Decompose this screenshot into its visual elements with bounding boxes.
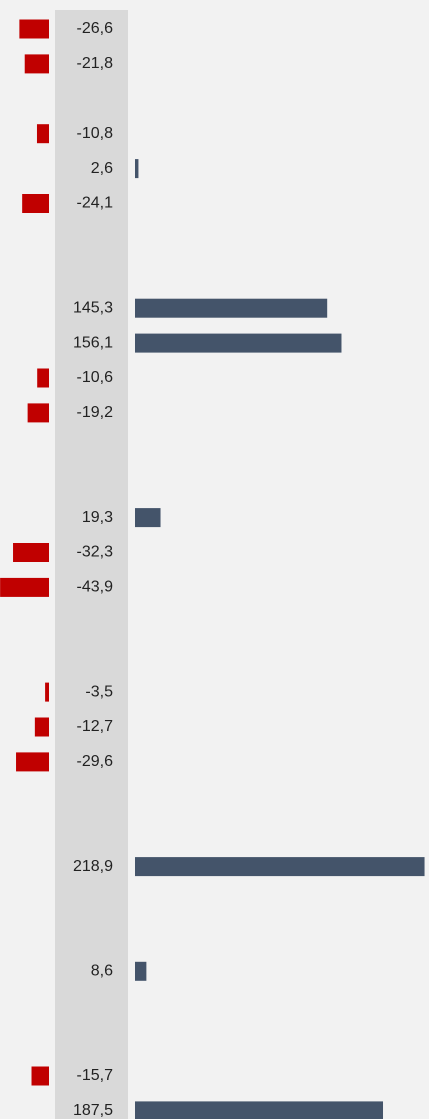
value-label: -24,1 bbox=[77, 195, 114, 212]
value-label: -32,3 bbox=[77, 544, 114, 561]
bar bbox=[135, 1101, 384, 1119]
bar bbox=[0, 577, 50, 597]
label-column bbox=[55, 10, 128, 1119]
value-label: -29,6 bbox=[77, 753, 114, 770]
value-label: 145,3 bbox=[73, 299, 113, 316]
bar bbox=[34, 717, 49, 737]
bar bbox=[16, 752, 50, 772]
bar bbox=[135, 298, 328, 318]
bar bbox=[19, 19, 49, 39]
bar bbox=[135, 961, 147, 981]
bar bbox=[27, 403, 49, 423]
bar bbox=[22, 194, 49, 213]
value-label: -21,8 bbox=[77, 55, 114, 72]
bar bbox=[31, 1066, 49, 1086]
value-label: 156,1 bbox=[73, 334, 113, 351]
value-label: -15,7 bbox=[77, 1067, 114, 1084]
value-label: 8,6 bbox=[91, 963, 113, 980]
value-label: 187,5 bbox=[73, 1102, 113, 1119]
bar bbox=[135, 508, 161, 528]
bar bbox=[37, 368, 49, 388]
value-label: 19,3 bbox=[82, 509, 113, 526]
value-label: -12,7 bbox=[77, 718, 114, 735]
bar bbox=[24, 54, 49, 74]
bar bbox=[13, 543, 50, 562]
value-label: 218,9 bbox=[73, 858, 113, 875]
value-label: 2,6 bbox=[91, 160, 113, 177]
bar bbox=[45, 682, 49, 702]
bar bbox=[135, 857, 425, 877]
bar bbox=[135, 333, 342, 353]
value-label: -26,6 bbox=[77, 20, 114, 37]
value-label: -43,9 bbox=[77, 579, 114, 596]
value-label: -10,6 bbox=[77, 369, 114, 386]
bar bbox=[135, 159, 139, 179]
value-label: -3,5 bbox=[85, 683, 113, 700]
bar bbox=[36, 124, 49, 144]
value-label: -10,8 bbox=[77, 125, 114, 142]
value-label: -19,2 bbox=[77, 404, 114, 421]
